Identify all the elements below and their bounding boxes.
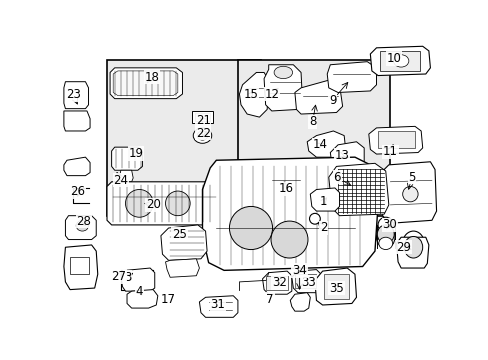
Text: 33: 33 [301, 276, 315, 289]
Polygon shape [199, 296, 238, 317]
Polygon shape [328, 163, 388, 216]
Bar [70, 257, 88, 274]
Polygon shape [314, 268, 356, 305]
Text: 17: 17 [161, 293, 176, 306]
Ellipse shape [274, 66, 292, 78]
Text: 30: 30 [382, 219, 396, 231]
Text: 29: 29 [395, 241, 410, 254]
Ellipse shape [400, 239, 425, 266]
Bar [194, 113, 210, 121]
Polygon shape [165, 259, 199, 277]
Bar [379, 51, 419, 71]
Text: 20: 20 [145, 198, 161, 211]
Ellipse shape [393, 55, 408, 67]
Bar [324, 274, 348, 299]
Bar [266, 276, 287, 289]
Ellipse shape [229, 206, 272, 249]
Polygon shape [127, 289, 158, 308]
Text: 13: 13 [334, 149, 348, 162]
Ellipse shape [378, 237, 392, 249]
Polygon shape [310, 188, 339, 211]
Text: 9: 9 [328, 94, 336, 107]
Text: 24: 24 [113, 174, 128, 187]
Text: 3: 3 [124, 271, 131, 284]
Text: 28: 28 [76, 215, 91, 228]
Polygon shape [202, 157, 377, 270]
Text: 6: 6 [333, 171, 340, 184]
Text: 32: 32 [271, 276, 286, 289]
Polygon shape [368, 126, 422, 154]
Polygon shape [294, 80, 342, 114]
Ellipse shape [377, 217, 393, 233]
Polygon shape [119, 170, 133, 182]
Ellipse shape [376, 226, 394, 248]
Polygon shape [306, 131, 345, 157]
Text: 22: 22 [195, 127, 210, 140]
Text: 34: 34 [291, 264, 306, 277]
Text: 11: 11 [382, 145, 397, 158]
Ellipse shape [402, 186, 417, 202]
Text: 16: 16 [278, 182, 293, 195]
Bar [107, 60, 261, 216]
Ellipse shape [404, 237, 422, 258]
Polygon shape [264, 65, 302, 111]
Polygon shape [65, 216, 96, 239]
Polygon shape [110, 68, 182, 99]
Polygon shape [107, 182, 218, 225]
Ellipse shape [125, 189, 153, 217]
Text: 18: 18 [144, 71, 159, 84]
Polygon shape [161, 225, 207, 260]
Ellipse shape [197, 131, 207, 140]
Ellipse shape [165, 191, 190, 216]
Polygon shape [369, 46, 429, 76]
Text: 1: 1 [319, 195, 326, 208]
Text: 2: 2 [319, 221, 326, 234]
Polygon shape [111, 147, 142, 170]
Bar [294, 274, 316, 288]
Ellipse shape [402, 231, 424, 256]
Text: 14: 14 [312, 138, 327, 151]
Polygon shape [329, 142, 364, 170]
Text: 31: 31 [210, 298, 225, 311]
Polygon shape [261, 166, 305, 197]
Text: 8: 8 [308, 115, 316, 128]
Text: 15: 15 [243, 87, 258, 100]
Polygon shape [326, 62, 376, 93]
Polygon shape [64, 157, 90, 176]
Text: 19: 19 [128, 147, 143, 160]
Ellipse shape [377, 225, 393, 243]
Text: 10: 10 [386, 52, 401, 65]
Bar [376, 225, 394, 248]
Bar [377, 131, 414, 148]
Text: 7: 7 [266, 293, 273, 306]
Polygon shape [64, 82, 88, 109]
Polygon shape [113, 71, 178, 95]
Text: 21: 21 [195, 114, 210, 127]
Text: 23: 23 [65, 88, 81, 101]
Polygon shape [291, 270, 321, 293]
Ellipse shape [270, 221, 307, 258]
Polygon shape [396, 237, 428, 268]
Polygon shape [64, 111, 90, 131]
Text: 12: 12 [264, 87, 279, 100]
Ellipse shape [193, 128, 211, 143]
Polygon shape [262, 271, 291, 294]
Ellipse shape [76, 220, 88, 231]
Text: 26: 26 [70, 185, 85, 198]
Ellipse shape [309, 213, 320, 224]
Text: 27: 27 [111, 270, 126, 283]
Text: 5: 5 [407, 171, 415, 184]
Polygon shape [290, 293, 310, 311]
Polygon shape [379, 162, 436, 223]
Bar [191, 111, 213, 123]
Bar [238, 60, 389, 216]
Text: 4: 4 [135, 285, 143, 298]
Polygon shape [121, 268, 154, 291]
Polygon shape [64, 245, 98, 289]
Polygon shape [239, 72, 268, 117]
Text: 35: 35 [328, 282, 343, 294]
Text: 25: 25 [172, 228, 186, 240]
